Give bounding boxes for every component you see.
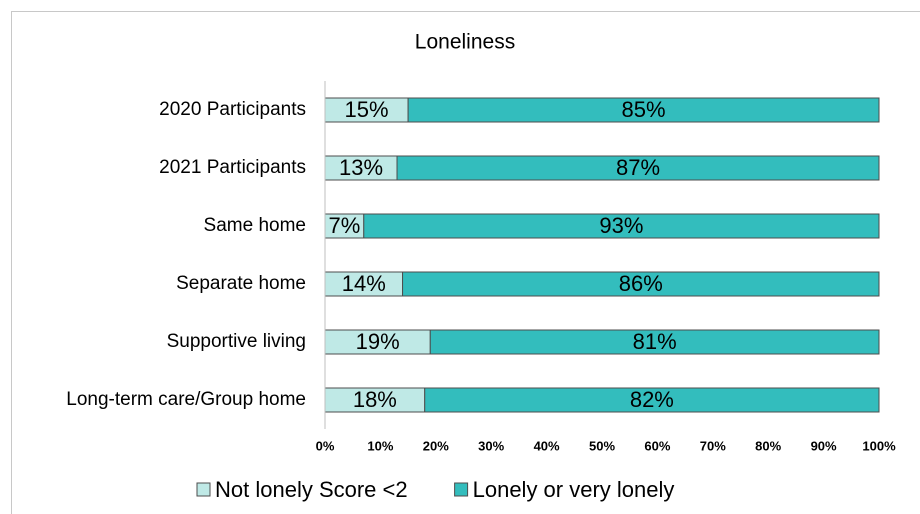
data-label: 82% xyxy=(630,387,674,412)
y-tick-label: Supportive living xyxy=(167,331,306,352)
x-tick-label: 20% xyxy=(423,438,449,453)
legend-label: Not lonely Score <2 xyxy=(215,477,408,502)
bar-segment xyxy=(424,387,880,413)
x-tick-label: 10% xyxy=(367,438,393,453)
data-label: 13% xyxy=(339,155,383,180)
data-label: 93% xyxy=(599,213,643,238)
y-tick-label: Long-term care/Group home xyxy=(66,389,306,410)
legend-swatch xyxy=(196,482,211,497)
data-label: 86% xyxy=(619,271,663,296)
chart-title: Loneliness xyxy=(415,31,515,54)
bar-segment xyxy=(363,213,880,239)
bar-segment xyxy=(429,329,880,355)
data-label: 14% xyxy=(342,271,386,296)
data-label: 15% xyxy=(345,97,389,122)
x-tick-label: 100% xyxy=(862,438,896,453)
data-label: 85% xyxy=(622,97,666,122)
bar-segment xyxy=(324,271,404,297)
x-tick-label: 0% xyxy=(316,438,335,453)
chart-frame xyxy=(11,11,920,514)
bar-segment xyxy=(407,97,880,123)
x-tick-label: 50% xyxy=(589,438,615,453)
x-tick-label: 60% xyxy=(644,438,670,453)
y-tick-label: Same home xyxy=(204,215,306,236)
legend-swatch xyxy=(454,482,469,497)
legend-label: Lonely or very lonely xyxy=(473,477,675,502)
x-tick-label: 30% xyxy=(478,438,504,453)
bar-segment xyxy=(324,213,365,239)
bar-segment xyxy=(402,271,880,297)
bar-segment xyxy=(396,155,880,181)
data-label: 7% xyxy=(328,213,360,238)
data-label: 19% xyxy=(356,329,400,354)
x-tick-label: 80% xyxy=(755,438,781,453)
bar-segment xyxy=(324,155,398,181)
data-label: 18% xyxy=(353,387,397,412)
y-tick-label: Separate home xyxy=(176,273,306,294)
y-tick-label: 2021 Participants xyxy=(159,157,306,178)
data-label: 81% xyxy=(633,329,677,354)
data-label: 87% xyxy=(616,155,660,180)
x-tick-label: 90% xyxy=(811,438,837,453)
x-tick-label: 70% xyxy=(700,438,726,453)
x-tick-label: 40% xyxy=(534,438,560,453)
y-tick-label: 2020 Participants xyxy=(159,99,306,120)
